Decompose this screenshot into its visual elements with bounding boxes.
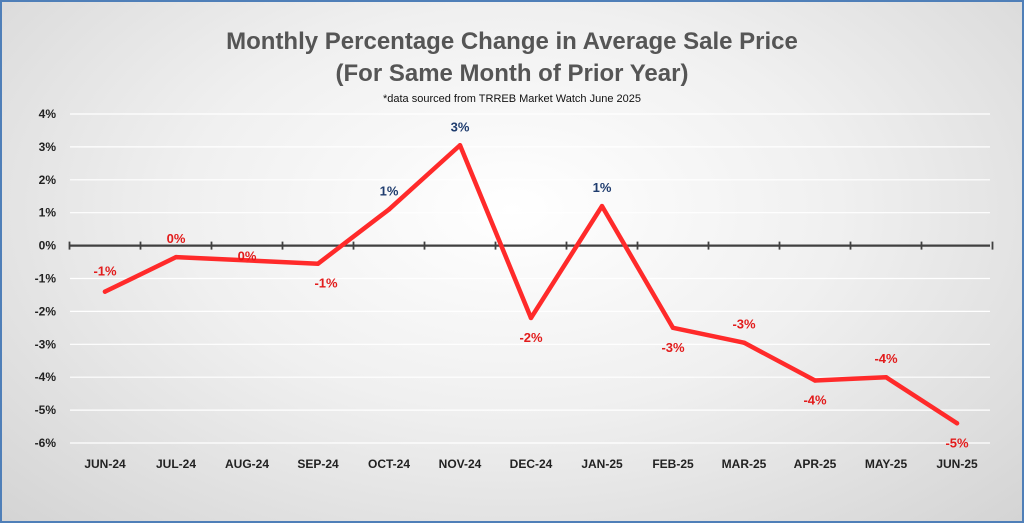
data-point: [386, 207, 392, 212]
chart-title-line-2: (For Same Month of Prior Year): [335, 60, 689, 87]
data-point: [883, 375, 889, 380]
data-label: -3%: [661, 340, 685, 355]
y-tick-label: 1%: [39, 206, 57, 220]
data-label: -4%: [874, 351, 898, 366]
y-tick-label: -3%: [35, 337, 57, 351]
y-tick-label: 4%: [39, 107, 57, 121]
y-tick-label: 0%: [39, 239, 57, 253]
x-tick-label: SEP-24: [297, 457, 339, 471]
x-tick-label: JUN-25: [936, 457, 978, 471]
series-line: [102, 143, 960, 426]
data-label: -2%: [519, 330, 543, 345]
x-tick-label: JUN-24: [84, 457, 126, 471]
data-label: -1%: [93, 264, 117, 279]
data-point: [102, 289, 108, 294]
data-label: 1%: [380, 183, 399, 198]
data-point: [457, 143, 463, 148]
data-point: [173, 254, 179, 260]
x-tick-label: NOV-24: [439, 457, 482, 471]
data-point: [244, 258, 250, 263]
data-label: -4%: [803, 392, 827, 407]
y-tick-label: -5%: [35, 403, 57, 417]
data-label: 1%: [593, 180, 612, 195]
data-label: 0%: [167, 231, 186, 246]
y-tick-label: -1%: [35, 272, 57, 286]
y-tick-label: -4%: [35, 370, 57, 384]
x-tick-label: JAN-25: [581, 457, 623, 471]
data-point: [315, 261, 321, 266]
data-label: 0%: [238, 248, 257, 263]
data-label: -1%: [314, 276, 338, 291]
y-tick-label: 3%: [39, 140, 57, 154]
x-tick-label: FEB-25: [652, 457, 694, 471]
data-point: [954, 421, 960, 426]
chart-title-line-1: Monthly Percentage Change in Average Sal…: [226, 28, 798, 55]
y-tick-label: -2%: [35, 304, 57, 318]
data-point: [741, 340, 747, 345]
data-point: [812, 378, 818, 383]
x-tick-label: JUL-24: [156, 457, 196, 471]
data-label: -5%: [945, 435, 969, 450]
data-label: -3%: [732, 317, 756, 332]
x-tick-label: APR-25: [794, 457, 837, 471]
data-point: [670, 325, 676, 331]
x-tick-label: MAR-25: [722, 457, 767, 471]
x-tick-label: DEC-24: [510, 457, 553, 471]
data-point: [599, 203, 605, 209]
data-point: [528, 315, 534, 321]
chart-title: Monthly Percentage Change in Average Sal…: [2, 26, 1022, 90]
y-tick-label: 2%: [39, 173, 57, 187]
x-tick-label: AUG-24: [225, 457, 269, 471]
chart-source-note: *data sourced from TRREB Market Watch Ju…: [382, 93, 641, 105]
data-label: 3%: [451, 119, 470, 134]
x-tick-label: OCT-24: [368, 457, 410, 471]
y-tick-label: -6%: [35, 436, 57, 450]
x-tick-label: MAY-25: [865, 457, 908, 471]
